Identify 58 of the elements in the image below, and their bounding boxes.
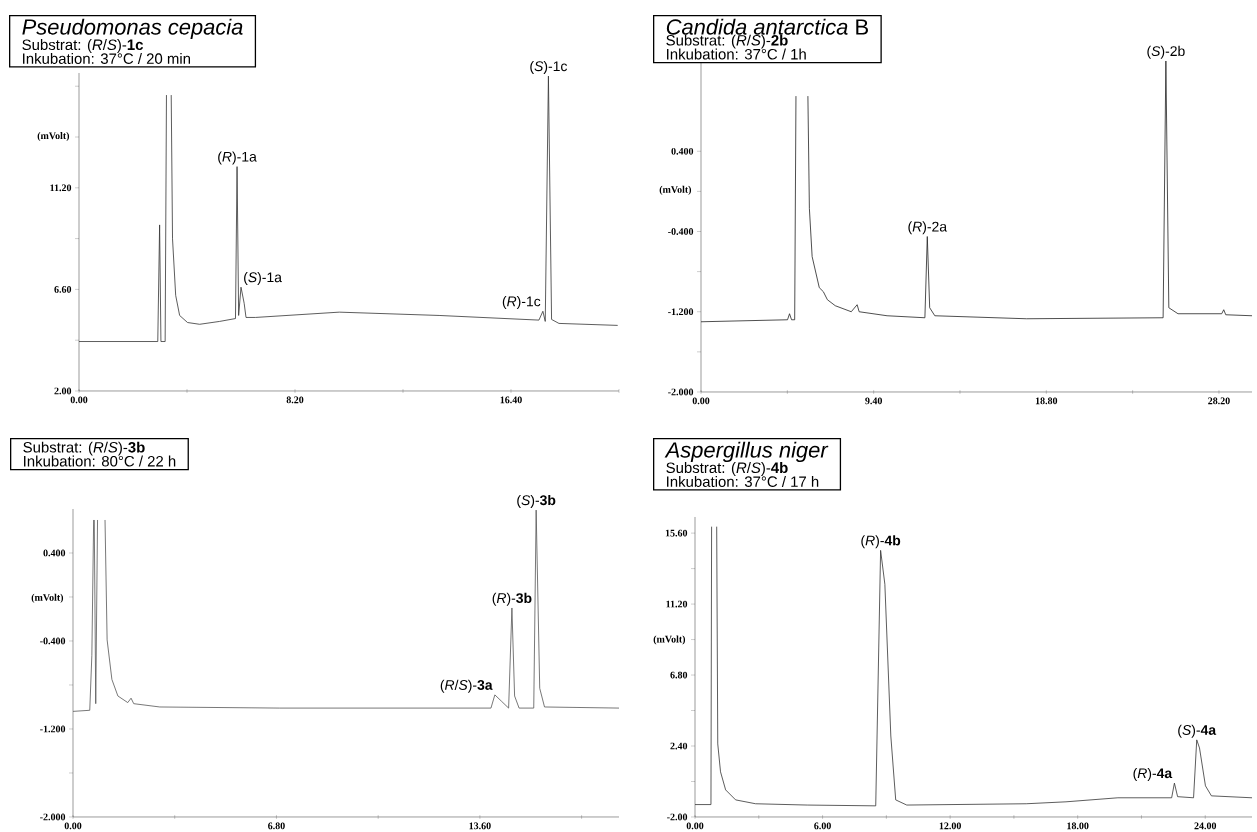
chart-subtitle: Substrat: (R/S)-3b — [23, 441, 145, 456]
y-tick-label: -1.200 — [40, 725, 66, 733]
y-tick-label: -1.200 — [668, 308, 694, 316]
x-tick-label: 16.40 — [500, 396, 522, 404]
x-tick-label: 13.60 — [469, 822, 491, 830]
x-tick-label: 0.00 — [70, 396, 88, 404]
annotation: (R)-1c — [502, 296, 541, 310]
x-tick-label: 0.00 — [692, 397, 710, 405]
y-tick-label: 0.400 — [43, 549, 66, 557]
y-tick-label: -0.400 — [40, 637, 66, 645]
chart-subtitle: Substrat: (R/S)-1c — [22, 39, 144, 53]
chart-title: Pseudomonas cepacia — [22, 18, 243, 40]
x-tick-label: 24.00 — [1194, 822, 1217, 830]
annotation: (R)-4a — [1133, 767, 1173, 781]
annotation: (S)-1c — [530, 60, 568, 74]
y-tick-label: 11.20 — [50, 184, 72, 192]
x-tick-label: 0.00 — [64, 822, 82, 830]
y-tick-label: -0.400 — [668, 228, 694, 235]
y-tick-label: 2.40 — [670, 742, 688, 750]
y-tick-label: 2.00 — [54, 387, 72, 395]
annotation: (R)-4b — [861, 535, 901, 549]
x-tick-label: 12.00 — [939, 822, 961, 830]
y-tick-label: 11.20 — [666, 600, 688, 608]
annotation: (S)-4a — [1178, 724, 1217, 738]
y-axis-title: (mVolt) — [659, 185, 692, 195]
x-tick-label: 28.20 — [1208, 397, 1230, 405]
x-tick-label: 9.40 — [865, 397, 883, 405]
x-tick-label: 18.80 — [1035, 397, 1058, 405]
y-tick-label: 15.60 — [665, 529, 688, 537]
x-tick-label: 6.80 — [268, 822, 285, 830]
y-axis-title: (mVolt) — [31, 593, 64, 603]
annotation: (S)-2b — [1147, 45, 1185, 59]
text: Inkubation: 37°C / 17 h — [667, 475, 819, 487]
chart-subtitle: Substrat: (R/S)-4b — [666, 462, 788, 476]
annotation: Inkubation: 37°C / 1h — [667, 48, 806, 60]
annotation: (S)-1a — [244, 271, 282, 285]
x-tick-label: 8.20 — [286, 396, 304, 404]
y-tick-label: -2.000 — [40, 813, 66, 821]
y-axis-title: (mVolt) — [37, 132, 70, 142]
annotation: (R)-2a — [908, 221, 948, 235]
annotation: (R/S)-3a — [440, 679, 493, 693]
text: Inkubation: 80°C / 22 h — [24, 455, 176, 467]
x-tick-label: 6.00 — [814, 822, 831, 830]
chart-title: Candida antarctica B — [666, 18, 868, 35]
y-tick-label: 0.400 — [671, 147, 694, 155]
chart-title: Aspergillus niger — [664, 441, 829, 463]
y-axis-title: (mVolt) — [653, 635, 686, 645]
annotation: (S)-3b — [517, 494, 556, 508]
y-tick-label: 6.80 — [670, 671, 688, 679]
text: Inkubation: 37°C / 20 min — [23, 52, 191, 64]
x-tick-label: 0.00 — [686, 822, 704, 830]
annotation: (R)-1a — [218, 151, 257, 165]
y-tick-label: -2.00 — [667, 813, 688, 821]
y-tick-label: 6.60 — [54, 286, 72, 293]
chart-subtitle: Substrat: (R/S)-2b — [666, 34, 788, 49]
annotation: (R)-3b — [492, 592, 532, 606]
y-tick-label: -2.000 — [668, 388, 694, 396]
x-tick-label: 18.00 — [1067, 822, 1089, 830]
